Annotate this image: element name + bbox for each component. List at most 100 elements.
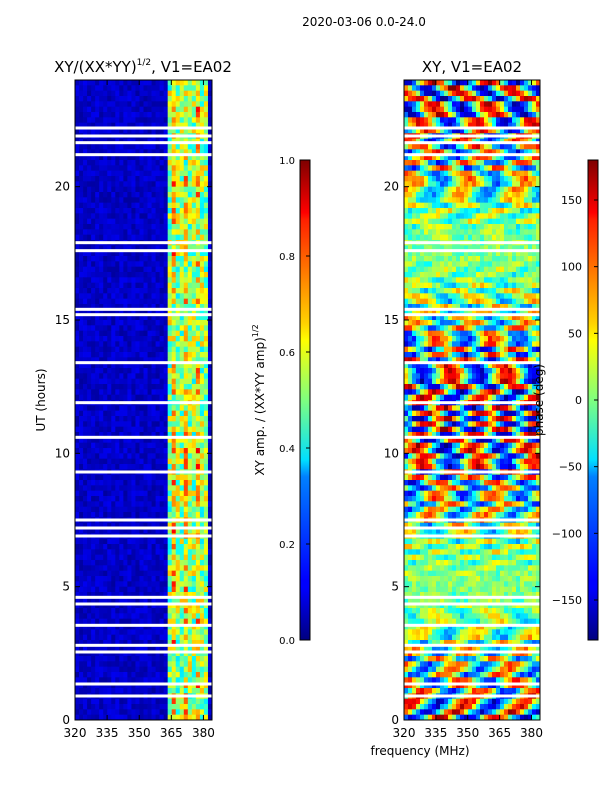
heat-cell	[500, 144, 505, 150]
heat-cell	[131, 592, 136, 598]
heat-cell	[151, 490, 156, 497]
heat-cell	[163, 704, 169, 710]
heat-cell	[468, 170, 473, 177]
heat-cell	[127, 629, 132, 636]
heat-cell	[87, 368, 92, 374]
heat-cell	[135, 698, 140, 705]
heat-cell	[472, 101, 477, 108]
heat-cell	[480, 122, 485, 129]
heat-cell	[111, 421, 116, 428]
heat-cell	[147, 650, 152, 657]
heat-cell	[199, 362, 205, 369]
heat-cell	[99, 565, 104, 572]
heat-cell	[163, 682, 169, 689]
heat-cell	[191, 229, 197, 236]
heat-cell	[179, 362, 185, 369]
heat-cell	[91, 480, 96, 486]
heat-cell	[183, 613, 189, 620]
heat-cell	[111, 192, 116, 198]
heat-cell	[115, 245, 120, 252]
heat-cell	[191, 368, 197, 374]
heat-cell	[91, 485, 96, 492]
heat-cell	[79, 266, 84, 273]
heat-cell	[504, 128, 509, 134]
heat-cell	[512, 154, 517, 161]
heat-cell	[159, 506, 165, 513]
heat-cell	[127, 202, 132, 209]
heat-cell	[135, 602, 140, 609]
heat-cell	[179, 101, 185, 108]
heat-cell	[139, 586, 144, 593]
heat-cell	[115, 672, 120, 678]
heat-cell	[203, 624, 209, 630]
heat-cell	[115, 144, 120, 150]
heat-cell	[163, 272, 169, 278]
heat-cell	[179, 453, 185, 460]
heat-cell	[127, 384, 132, 390]
heat-cell	[416, 106, 421, 113]
heat-cell	[123, 304, 128, 310]
heat-cell	[167, 80, 173, 86]
heat-cell	[452, 122, 457, 129]
heat-cell	[163, 629, 169, 636]
heat-cell	[187, 378, 193, 385]
heat-cell	[424, 192, 429, 198]
heat-cell	[79, 586, 84, 593]
heat-cell	[135, 528, 140, 534]
heat-cell	[95, 560, 100, 566]
heat-cell	[207, 421, 213, 428]
heat-cell	[424, 101, 429, 108]
heat-cell	[107, 229, 112, 236]
heat-cell	[103, 490, 108, 497]
heat-cell	[524, 80, 529, 86]
heat-cell	[199, 90, 205, 97]
heat-cell	[420, 128, 425, 134]
heat-cell	[123, 554, 128, 561]
heat-cell	[472, 85, 477, 92]
heat-cell	[75, 592, 80, 598]
heat-cell	[95, 96, 100, 102]
heat-cell	[175, 261, 181, 268]
heat-cell	[175, 336, 181, 342]
heat-cell	[95, 117, 100, 124]
heat-cell	[163, 293, 169, 300]
heat-cell	[75, 437, 80, 444]
heat-cell	[91, 277, 96, 284]
heat-cell	[187, 106, 193, 113]
heat-cell	[524, 112, 529, 118]
heat-cell	[492, 101, 497, 108]
heat-cell	[452, 112, 457, 118]
heat-cell	[123, 602, 128, 609]
heat-cell	[107, 576, 112, 582]
heat-cell	[163, 128, 169, 134]
heat-cell	[115, 261, 120, 268]
heat-cell	[500, 202, 505, 209]
heat-cell	[195, 666, 201, 673]
heat-cell	[83, 96, 88, 102]
heat-cell	[83, 661, 88, 668]
heat-cell	[187, 672, 193, 678]
heat-cell	[135, 170, 140, 177]
heat-cell	[115, 682, 120, 689]
heat-cell	[171, 170, 177, 177]
heat-cell	[111, 362, 116, 369]
heat-cell	[119, 458, 124, 465]
heat-cell	[159, 330, 165, 337]
heat-cell	[440, 122, 445, 129]
heat-cell	[167, 165, 173, 172]
heat-cell	[536, 197, 541, 204]
heat-cell	[103, 101, 108, 108]
heat-cell	[99, 538, 104, 545]
heat-cell	[135, 245, 140, 252]
heat-cell	[175, 592, 181, 598]
heat-cell	[107, 192, 112, 198]
heat-cell	[95, 234, 100, 241]
heat-cell	[199, 608, 205, 614]
heat-cell	[83, 480, 88, 486]
heat-cell	[115, 474, 120, 481]
heat-cell	[99, 666, 104, 673]
heat-cell	[127, 448, 132, 454]
heat-cell	[432, 197, 437, 204]
heat-cell	[187, 538, 193, 545]
heat-cell	[131, 208, 136, 214]
